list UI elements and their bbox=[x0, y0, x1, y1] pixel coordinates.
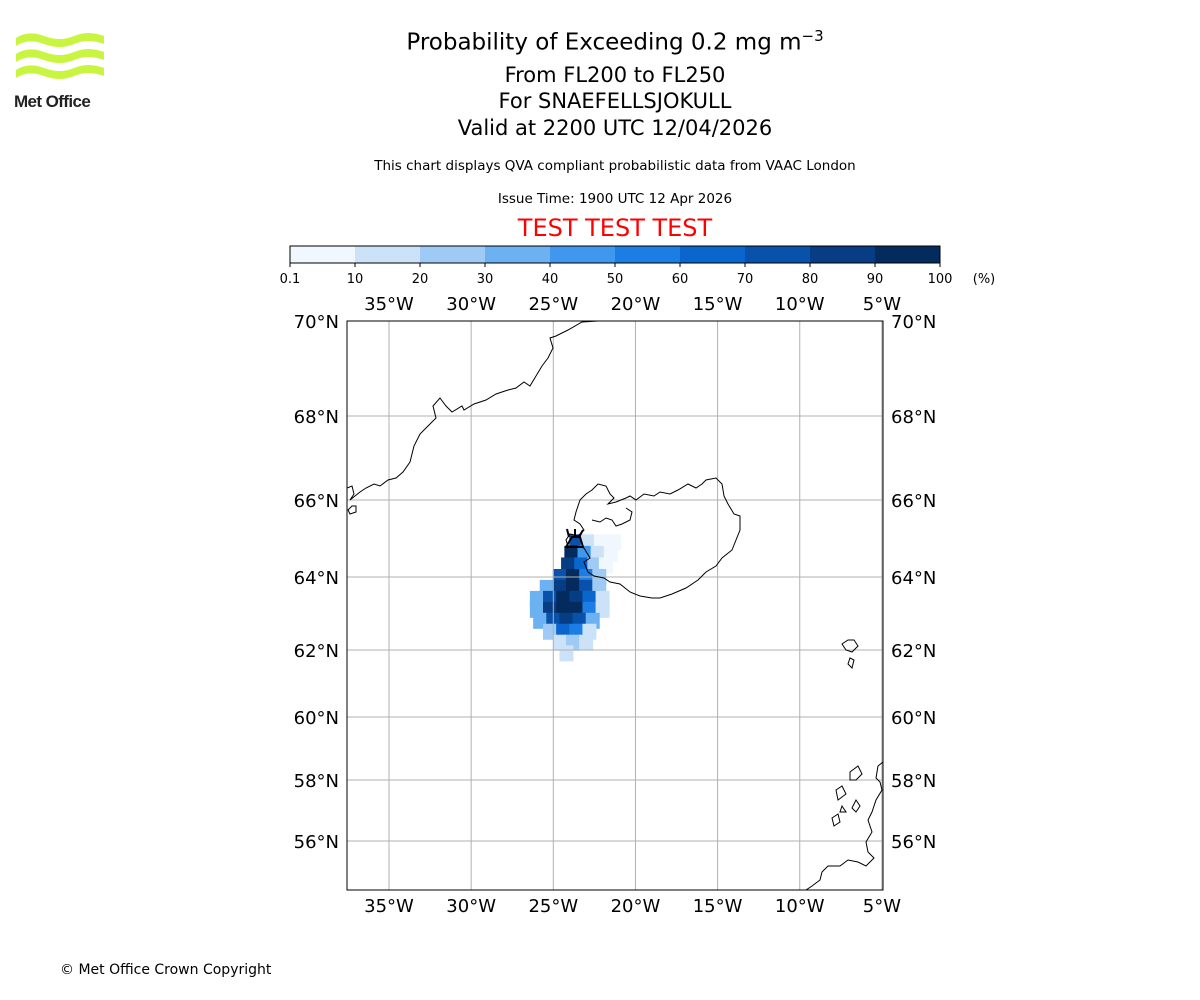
colorbar-segment bbox=[355, 246, 421, 263]
colorbar-tick-label: 20 bbox=[412, 272, 429, 287]
colorbar-segment bbox=[745, 246, 811, 263]
colorbar-tick-label: 50 bbox=[607, 272, 624, 287]
lon-label-top: 30°W bbox=[446, 294, 496, 315]
colorbar-tick-label: 100 bbox=[928, 272, 953, 287]
lon-label-top: 15°W bbox=[693, 294, 743, 315]
coastline-iceland bbox=[565, 477, 741, 599]
colorbar: 0.1 10 20 30 40 50 60 70 80 90 100 (%) bbox=[280, 245, 996, 287]
lon-label-top: 20°W bbox=[611, 294, 661, 315]
lat-label-left: 70°N bbox=[294, 312, 339, 333]
test-banner: TEST TEST TEST bbox=[517, 214, 713, 242]
lon-label-top: 5°W bbox=[863, 294, 901, 315]
lat-label-right: 66°N bbox=[891, 491, 936, 512]
valid-time: Valid at 2200 UTC 12/04/2026 bbox=[457, 116, 773, 140]
lat-label-left: 66°N bbox=[294, 491, 339, 512]
lon-label-top: 35°W bbox=[364, 294, 414, 315]
issue-time: Issue Time: 1900 UTC 12 Apr 2026 bbox=[497, 191, 733, 207]
longitude-labels: 35°W 35°W 30°W 30°W 25°W 25°W 20°W 20°W 15°W 15°W… bbox=[364, 294, 901, 917]
lat-label-right: 70°N bbox=[891, 312, 936, 333]
lat-label-right: 68°N bbox=[891, 407, 936, 428]
lat-label-left: 60°N bbox=[294, 708, 339, 729]
colorbar-segment bbox=[485, 246, 551, 263]
colorbar-tick-label: 90 bbox=[867, 272, 884, 287]
coastline-iceland-fjord bbox=[591, 507, 633, 527]
coastlines bbox=[347, 321, 883, 890]
logo-text: Met Office bbox=[14, 92, 91, 111]
probability-cell bbox=[559, 645, 574, 662]
lat-label-right: 56°N bbox=[891, 832, 936, 853]
colorbar-segment bbox=[290, 246, 356, 263]
lat-label-left: 64°N bbox=[294, 568, 339, 589]
coastline-faroe bbox=[841, 639, 859, 669]
lon-label-bottom: 30°W bbox=[446, 896, 496, 917]
chart-description: This chart displays QVA compliant probab… bbox=[374, 158, 856, 174]
colorbar-tick-label: 40 bbox=[542, 272, 559, 287]
logo-wave-3 bbox=[16, 65, 104, 79]
lon-label-top: 25°W bbox=[528, 294, 578, 315]
map-frame bbox=[346, 320, 884, 891]
lat-label-right: 58°N bbox=[891, 771, 936, 792]
lat-label-left: 58°N bbox=[294, 771, 339, 792]
lon-label-bottom: 20°W bbox=[611, 896, 661, 917]
lat-label-right: 62°N bbox=[891, 641, 936, 662]
colorbar-tick-label: 80 bbox=[802, 272, 819, 287]
lat-label-left: 56°N bbox=[294, 832, 339, 853]
probability-cell bbox=[579, 634, 594, 651]
lon-label-bottom: 35°W bbox=[364, 896, 414, 917]
volcano-name: For SNAEFELLSJOKULL bbox=[498, 89, 732, 113]
coastline-greenland-island bbox=[347, 505, 357, 515]
logo-wave-2 bbox=[16, 49, 104, 63]
met-office-logo bbox=[16, 33, 104, 79]
map-background bbox=[347, 321, 883, 890]
copyright: © Met Office Crown Copyright bbox=[60, 962, 272, 978]
lon-label-bottom: 25°W bbox=[528, 896, 578, 917]
chart-title: Probability of Exceeding 0.2 mg m−3 bbox=[406, 27, 824, 56]
lat-label-right: 64°N bbox=[891, 568, 936, 589]
volcano-marker bbox=[564, 528, 585, 548]
colorbar-tick-label: 30 bbox=[477, 272, 494, 287]
colorbar-tick-label: 60 bbox=[672, 272, 689, 287]
graticule bbox=[347, 321, 883, 890]
logo-wave-1 bbox=[16, 33, 104, 47]
colorbar-tick-label: 0.1 bbox=[280, 272, 301, 287]
map-area: 35°W 35°W 30°W 30°W 25°W 25°W 20°W 20°W 15°W 15°W… bbox=[294, 294, 937, 917]
colorbar-segment bbox=[680, 246, 746, 263]
lat-label-right: 60°N bbox=[891, 708, 936, 729]
colorbar-segment bbox=[615, 246, 681, 263]
colorbar-tick-label: 10 bbox=[347, 272, 364, 287]
flight-level-range: From FL200 to FL250 bbox=[504, 63, 726, 87]
colorbar-segment bbox=[420, 246, 486, 263]
colorbar-segment bbox=[875, 246, 941, 263]
lat-label-left: 68°N bbox=[294, 407, 339, 428]
latitude-labels: 70°N 70°N 68°N 68°N 66°N 66°N 64°N 64°N 62°N 62°N… bbox=[294, 312, 937, 853]
colorbar-tick-label: 70 bbox=[737, 272, 754, 287]
lat-label-left: 62°N bbox=[294, 641, 339, 662]
lon-label-bottom: 10°W bbox=[775, 896, 825, 917]
lon-label-bottom: 15°W bbox=[693, 896, 743, 917]
colorbar-segment bbox=[810, 246, 876, 263]
colorbar-segment bbox=[550, 246, 616, 263]
coastline-greenland bbox=[347, 321, 599, 501]
colorbar-unit: (%) bbox=[973, 272, 996, 287]
volcano-icon bbox=[564, 528, 585, 548]
lon-label-bottom: 5°W bbox=[863, 896, 901, 917]
coastline-scotland bbox=[805, 761, 883, 890]
lon-label-top: 10°W bbox=[775, 294, 825, 315]
